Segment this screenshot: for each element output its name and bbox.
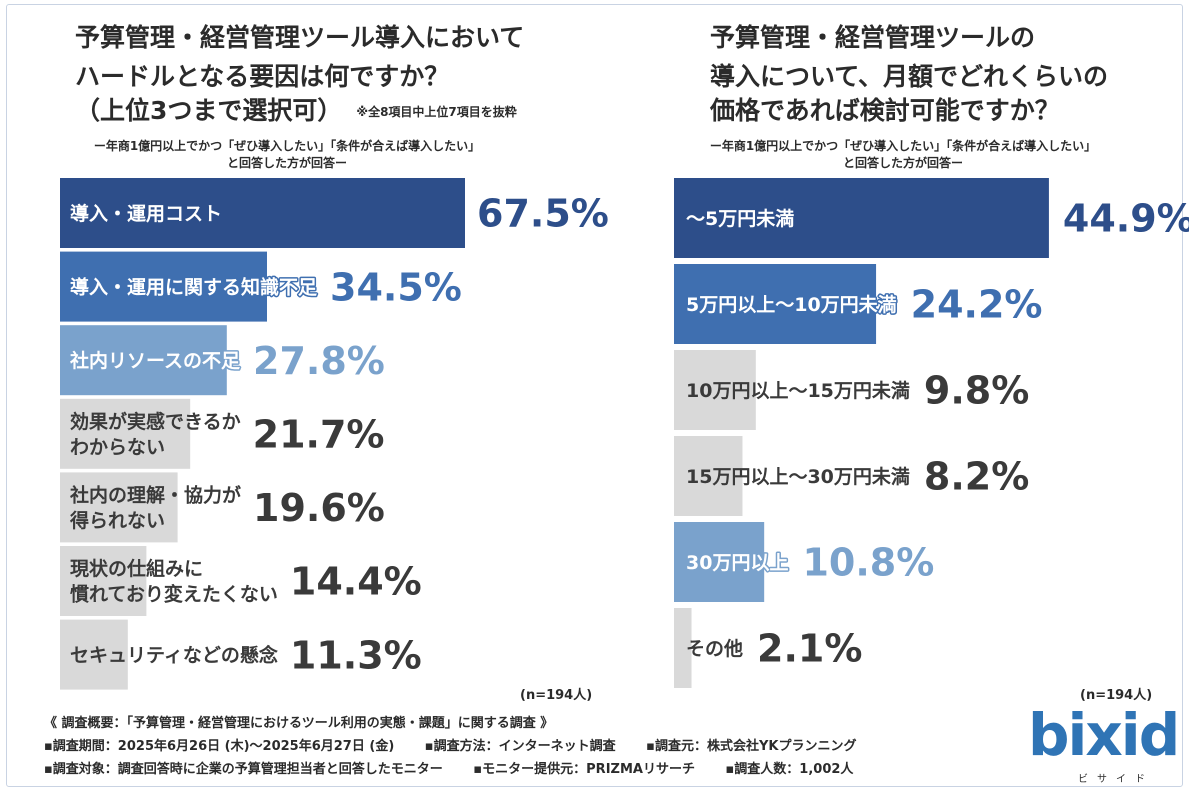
right-category-label-5: 30万円以上 (686, 552, 788, 574)
right-chart-panel: 予算管理・経営管理ツールの 導入について、月額でどれくらいの 価格であれば検討可… (640, 0, 1189, 703)
survey-provider: ▪モニター提供元：PRIZMAリサーチ (473, 762, 695, 777)
right-value-label-4: 8.2% (924, 455, 1029, 499)
left-value-label-1: 67.5% (477, 192, 609, 236)
survey-period: ▪調査期間：2025年6月26日 (木)〜2025年6月27日 (金) (44, 739, 395, 754)
left-category-label-7: セキュリティなどの懸念 (70, 643, 278, 666)
survey-overview: 《 調査概要：「予算管理・経営管理におけるツール利用の実態・課題」に関する調査 … (44, 712, 882, 781)
left-bar-7 (60, 619, 128, 690)
right-category-label-6: その他 (686, 637, 743, 660)
left-category-label-2: 導入・運用に関する知識不足 (70, 275, 318, 298)
survey-source: ▪調査元：株式会社YKプランニング (646, 739, 857, 754)
logo-katakana: ビサイド (1078, 774, 1154, 785)
right-title-line-2: 導入について、月額でどれくらいの (710, 62, 1109, 91)
left-category-label-3: 社内リソースの不足 (69, 349, 241, 372)
right-category-label-1: 〜5万円未満 (686, 207, 794, 230)
left-sample-size: (n=194人) (520, 688, 593, 703)
right-subtitle: ー年商1億円以上でかつ「ぜひ導入したい」「条件が合えば導入したい」 と回答した方… (678, 138, 1128, 172)
image-frame (6, 4, 1183, 787)
left-value-label-4: 21.7% (253, 412, 385, 456)
left-category-label-4: 効果が実感できるかわからない (70, 410, 241, 459)
right-category-label-4: 15万円以上〜30万円未満 (686, 465, 910, 488)
left-category-label-6: 現状の仕組みに慣れており変えたくない (70, 557, 278, 606)
left-title-paren: （上位3つまで選択可） (75, 96, 343, 125)
left-subtitle-line-2: と回答した方が回答ー (226, 156, 347, 170)
left-bar-5 (60, 472, 178, 543)
left-bar-1 (60, 178, 465, 248)
right-value-label-1: 44.9% (1063, 197, 1189, 241)
bixid-logo: bixid ビサイド (1028, 700, 1180, 786)
left-subtitle: ー年商1億円以上でかつ「ぜひ導入したい」「条件が合えば導入したい」 と回答した方… (62, 138, 512, 172)
survey-method: ▪調査方法：インターネット調査 (424, 739, 616, 754)
logo-wordmark: bixid (1028, 701, 1180, 769)
left-bar-3 (60, 325, 227, 396)
right-bar-3 (674, 350, 756, 430)
left-title-note: ※全8項目中上位7項目を抜粋 (356, 104, 517, 119)
left-bar-chart: 導入・運用コスト 67.5% 導入・運用に関する知識不足 34.5% 社内リソースの不足… (60, 178, 609, 690)
right-category-label-2: 5万円以上〜10万円未満 (686, 293, 897, 316)
right-value-label-3: 9.8% (924, 369, 1029, 413)
left-bar-2 (60, 251, 267, 322)
left-value-label-3: 27.8% (253, 339, 385, 383)
left-title-line-3: （上位3つまで選択可） ※全8項目中上位7項目を抜粋 (75, 91, 517, 132)
left-value-label-5: 19.6% (253, 486, 385, 530)
right-subtitle-line-2: と回答した方が回答ー (842, 156, 963, 170)
survey-heading: 《 調査概要：「予算管理・経営管理におけるツール利用の実態・課題」に関する調査 … (44, 716, 554, 731)
left-value-label-6: 14.4% (290, 560, 422, 604)
survey-count: ▪調査人数：1,002人 (725, 762, 854, 777)
right-bar-6 (674, 608, 692, 688)
left-chart-panel: 予算管理・経営管理ツール導入において ハードルとなる要因は何ですか？ （上位3つ… (0, 0, 610, 703)
right-category-label-3: 10万円以上〜15万円未満 (686, 379, 910, 402)
right-value-label-2: 24.2% (911, 283, 1043, 327)
right-bar-5 (674, 522, 765, 602)
left-value-label-7: 11.3% (290, 633, 422, 677)
right-bar-1 (674, 178, 1049, 258)
left-category-label-5: 社内の理解・協力が得られない (69, 483, 241, 532)
left-bar-6 (60, 546, 147, 616)
right-bar-4 (674, 436, 743, 516)
right-subtitle-line-1: ー年商1億円以上でかつ「ぜひ導入したい」「条件が合えば導入したい」 (709, 139, 1097, 153)
right-sample-size: (n=194人) (1080, 688, 1153, 703)
survey-row-2: ▪調査対象：調査回答時に企業の予算管理担当者と回答したモニター ▪モニター提供元… (44, 758, 882, 781)
survey-target: ▪調査対象：調査回答時に企業の予算管理担当者と回答したモニター (44, 762, 443, 777)
left-bar-4 (60, 398, 191, 469)
right-value-label-6: 2.1% (757, 627, 862, 671)
right-bar-chart: 〜5万円未満 44.9% 5万円以上〜10万円未満 24.2% 10万円以上〜15万円未… (674, 178, 1189, 688)
survey-row-1: ▪調査期間：2025年6月26日 (木)〜2025年6月27日 (金) ▪調査方… (44, 735, 882, 758)
right-title-line-3: 価格であれば検討可能ですか？ (710, 96, 1060, 125)
right-value-label-5: 10.8% (802, 541, 934, 585)
left-title-line-2: ハードルとなる要因は何ですか？ (75, 62, 450, 91)
right-title-line-1: 予算管理・経営管理ツールの (710, 23, 1036, 52)
right-bar-2 (674, 264, 877, 344)
left-category-label-1: 導入・運用コスト (70, 202, 222, 225)
left-title-line-1: 予算管理・経営管理ツール導入において (75, 23, 525, 52)
left-subtitle-line-1: ー年商1億円以上でかつ「ぜひ導入したい」「条件が合えば導入したい」 (93, 139, 481, 153)
left-value-label-2: 34.5% (330, 265, 462, 309)
